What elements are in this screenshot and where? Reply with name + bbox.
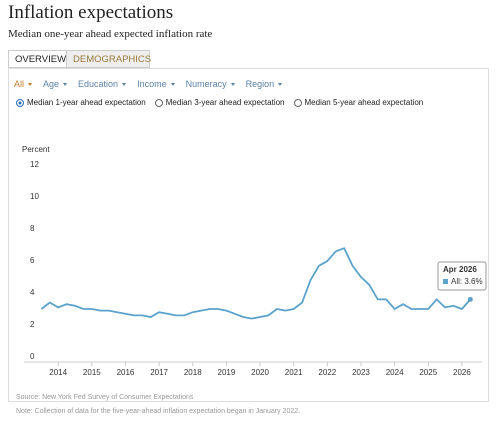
radio[interactable] bbox=[154, 98, 163, 107]
filter[interactable]: Education bbox=[78, 79, 126, 89]
tooltip-title: Apr 2026 bbox=[443, 265, 477, 274]
filter[interactable]: Income bbox=[137, 79, 175, 89]
y-axis-label: Percent bbox=[22, 145, 50, 154]
tooltip: Apr 2026 All: 3.6% bbox=[437, 261, 487, 291]
x-tick-label: 2017 bbox=[150, 368, 168, 377]
y-tick-label: 8 bbox=[30, 224, 35, 233]
x-tick-label: 2024 bbox=[386, 368, 404, 377]
filter[interactable]: All bbox=[14, 79, 32, 89]
tooltip-label: All: 3.6% bbox=[451, 277, 483, 286]
radio-label: Median 5-year ahead expectation bbox=[304, 98, 424, 107]
radio-group: Median 1-year ahead expectation Median 3… bbox=[16, 98, 423, 107]
x-tick-label: 2018 bbox=[184, 368, 202, 377]
x-tick-label: 2016 bbox=[117, 368, 135, 377]
page-title: Inflation expectations bbox=[8, 2, 174, 23]
source: Source: New York Fed Survey of Consumer … bbox=[16, 394, 194, 401]
hover-point bbox=[467, 296, 473, 302]
tooltip-box bbox=[437, 261, 487, 291]
x-tick-label: 2023 bbox=[352, 368, 370, 377]
y-tick-label: 12 bbox=[30, 160, 39, 169]
x-tick-label: 2021 bbox=[285, 368, 303, 377]
filter[interactable]: Region bbox=[246, 79, 283, 89]
x-tick-label: 2026 bbox=[453, 368, 471, 377]
x-tick-label: 2014 bbox=[49, 368, 67, 377]
filter[interactable]: Age bbox=[43, 79, 67, 89]
x-tick-label: 2022 bbox=[318, 368, 336, 377]
radio-label: Median 1-year ahead expectation bbox=[27, 98, 146, 107]
note: Note: Collection of data for the five-ye… bbox=[16, 408, 301, 415]
panel bbox=[8, 68, 489, 402]
tab[interactable]: DEMOGRAPHICS bbox=[66, 50, 151, 68]
line bbox=[40, 247, 471, 320]
filter-bar: All Age Education Income Numeracy Region bbox=[14, 79, 282, 89]
y-tick-label: 0 bbox=[30, 352, 35, 361]
y-tick-label: 10 bbox=[30, 192, 39, 201]
x-tick-label: 2019 bbox=[218, 368, 236, 377]
page-subtitle: Median one-year ahead expected inflation… bbox=[8, 28, 213, 40]
radio-option[interactable]: Median 1-year ahead expectation bbox=[16, 98, 146, 107]
chart: Percent 0 2 4 6 8 10 12 2014 2015 2016 2017 2018 201… bbox=[22, 145, 487, 377]
tab[interactable]: OVERVIEW bbox=[8, 50, 67, 68]
radio-option[interactable]: Median 5-year ahead expectation bbox=[293, 98, 424, 107]
tooltip-swatch bbox=[443, 279, 448, 284]
radio-label: Median 3-year ahead expectation bbox=[165, 98, 285, 107]
filter[interactable]: Numeracy bbox=[186, 79, 235, 89]
y-tick-label: 4 bbox=[30, 288, 35, 297]
radio[interactable] bbox=[16, 98, 24, 107]
x-tick-label: 2020 bbox=[251, 368, 269, 377]
x-tick-label: 2015 bbox=[83, 368, 101, 377]
radio-option[interactable]: Median 3-year ahead expectation bbox=[154, 98, 285, 107]
radio[interactable] bbox=[293, 98, 302, 107]
y-tick-label: 2 bbox=[30, 320, 35, 329]
y-tick-label: 6 bbox=[30, 256, 35, 265]
x-tick-label: 2025 bbox=[419, 368, 437, 377]
